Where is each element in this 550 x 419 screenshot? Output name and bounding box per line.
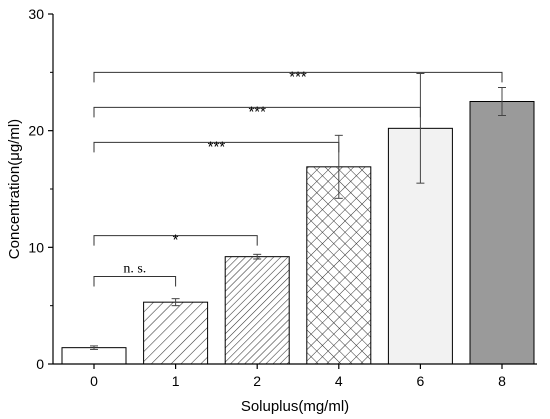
- significance-bracket-0-1: n. s.: [93, 262, 177, 287]
- x-tick-label: 1: [172, 373, 180, 389]
- significance-label: ***: [289, 68, 307, 85]
- error-bar-8: [498, 87, 506, 116]
- error-bar-1: [171, 298, 180, 307]
- significance-label: ***: [248, 103, 266, 120]
- x-tick-label: 0: [90, 373, 98, 389]
- bars: [61, 101, 535, 365]
- bar-0: [61, 347, 127, 365]
- error-bar-2: [253, 253, 262, 260]
- bar-2: [224, 256, 290, 365]
- error-bar-0: [90, 345, 98, 350]
- bar-1: [143, 301, 209, 365]
- y-tick-label: 10: [28, 239, 44, 255]
- x-axis-ticks: 0 1 2 4 6 8: [90, 364, 506, 389]
- significance-bracket-0-2: *: [93, 232, 258, 249]
- significance-label: ***: [208, 138, 226, 155]
- y-tick-label: 20: [28, 123, 44, 139]
- error-bar-6: [416, 73, 425, 184]
- x-tick-label: 6: [417, 373, 425, 389]
- x-tick-label: 2: [253, 373, 261, 389]
- significance-label: *: [173, 232, 179, 249]
- y-axis-ticks: 0 10 20 30: [28, 6, 53, 372]
- y-tick-label: 0: [36, 356, 44, 372]
- significance-bracket-0-6: ***: [93, 103, 421, 120]
- significance-brackets: n. s.**********: [93, 68, 503, 287]
- error-bars: [90, 73, 506, 350]
- x-tick-label: 4: [335, 373, 343, 389]
- y-axis-title: Concentration(μg/ml): [6, 119, 23, 259]
- bar-8: [469, 101, 535, 365]
- significance-bracket-0-8: ***: [93, 68, 503, 85]
- x-axis-title: Soluplus(mg/ml): [241, 398, 349, 415]
- significance-label: n. s.: [123, 262, 146, 277]
- y-tick-label: 30: [28, 6, 44, 22]
- bar-4: [306, 166, 372, 365]
- x-tick-label: 8: [498, 373, 506, 389]
- significance-bracket-0-4: ***: [93, 138, 340, 155]
- error-bar-4: [334, 134, 343, 199]
